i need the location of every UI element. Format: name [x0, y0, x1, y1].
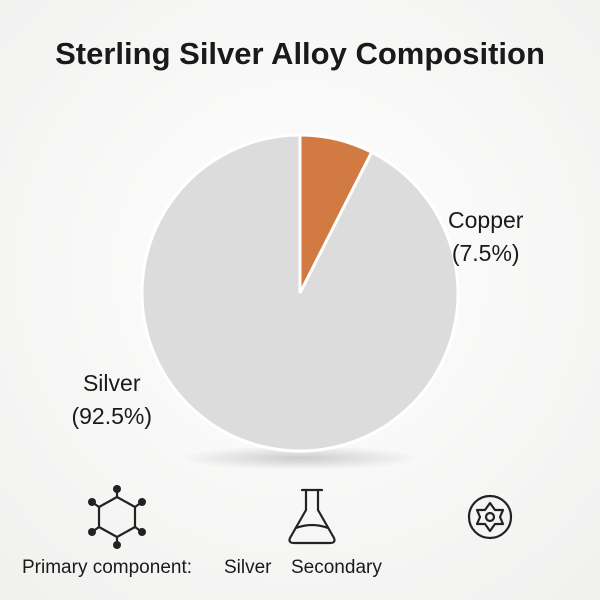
- chart-title: Sterling Silver Alloy Composition: [55, 36, 545, 71]
- slice-label: Silver: [83, 370, 141, 396]
- gear-icon: [467, 494, 513, 540]
- molecule-icon: [88, 485, 146, 549]
- slice-label: Copper: [448, 207, 524, 233]
- slice-value-label: (7.5%): [452, 240, 520, 266]
- footer-text: Primary component:: [22, 557, 192, 578]
- pie: [140, 133, 460, 453]
- footer-text: Silver: [224, 557, 272, 578]
- footer-text: Secondary: [291, 557, 382, 578]
- flask-icon: [288, 488, 336, 545]
- pie-shadow: [180, 446, 420, 470]
- pie-slice: [140, 133, 460, 453]
- slice-value-label: (92.5%): [71, 403, 152, 429]
